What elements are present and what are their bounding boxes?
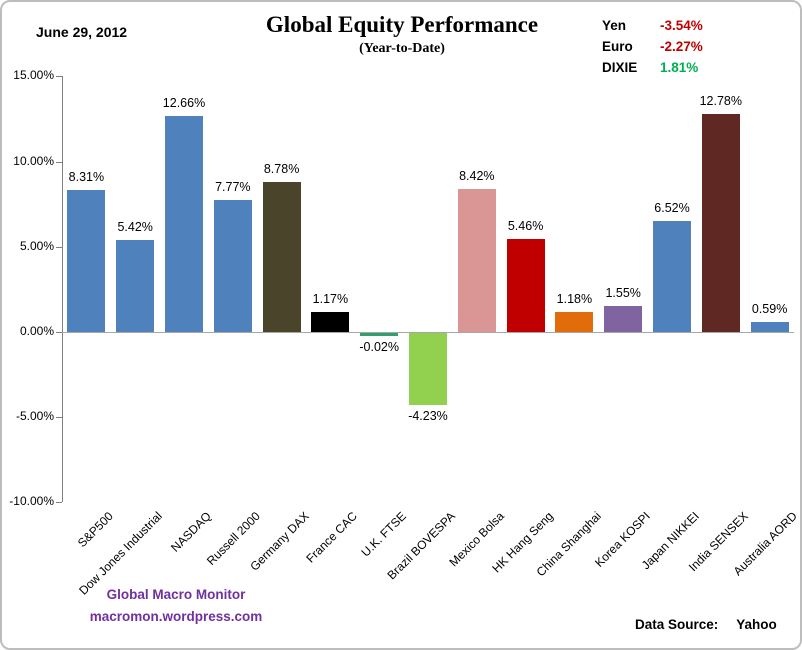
bar-value-label: 12.78% [699,94,742,109]
y-tick-mark [56,332,62,333]
data-source-value: Yahoo [736,617,777,632]
title-block: Global Equity Performance (Year-to-Date) [202,12,602,57]
legend-value: 1.81% [660,60,699,75]
legend-row: DIXIE 1.81% [602,57,720,78]
y-tick-mark [56,76,62,78]
bar-value-label: 1.17% [312,292,349,307]
legend-value: -2.27% [660,39,703,54]
data-source: Data Source: Yahoo [635,617,777,632]
legend-label: DIXIE [602,60,638,75]
chart-bar [67,190,106,332]
chart-bar [262,182,301,332]
y-tick-label: 0.00% [19,324,54,338]
chart-bar [165,116,203,332]
y-tick-label: 15.00% [13,68,54,83]
y-tick-label: 5.00% [19,238,54,253]
chart-bar [360,333,399,336]
chart-bar [604,305,643,332]
bar-value-label: 5.42% [117,219,153,234]
chart-bar [116,239,155,332]
bar-value-label: 5.46% [507,218,544,233]
chart-bar [213,199,252,332]
bar-value-label: -4.23% [408,409,448,424]
y-tick-mark [56,417,62,419]
y-tick-mark [56,502,62,504]
bar-value-label: 1.55% [605,285,641,300]
chart-subtitle: (Year-to-Date) [359,41,445,56]
y-tick-label: 10.00% [13,153,54,168]
y-tick-mark [56,246,62,248]
legend-row: Yen -3.54% [602,15,720,36]
site-name: Global Macro Monitor [106,587,246,602]
currency-legend: Yen -3.54% Euro -2.27% DIXIE 1.81% [602,15,720,78]
bar-value-label: 8.42% [459,168,495,183]
y-tick-mark [56,161,62,163]
bar-value-label: 12.66% [162,96,206,111]
date-label: June 29, 2012 [36,24,128,40]
chart-bar [506,238,545,332]
legend-label: Euro [602,39,633,54]
site-url: macromon.wordpress.com [89,609,263,624]
legend-label: Yen [602,18,627,33]
bar-value-label: 1.18% [556,291,593,306]
bar-value-label: 7.77% [215,179,251,194]
y-axis-line [62,76,63,502]
chart-bar [409,333,447,406]
bar-value-label: 8.31% [68,170,105,185]
bar-value-label: 6.52% [654,200,690,215]
chart-bar [311,312,350,332]
legend-value: -3.54% [660,18,703,33]
chart-title: Global Equity Performance [265,12,539,37]
y-tick-label: -10.00% [9,494,54,509]
bar-value-label: -0.02% [359,340,399,354]
chart-bar [701,114,740,332]
bar-value-label: 8.78% [263,162,300,177]
chart-bar [750,321,789,332]
y-tick-label: -5.00% [15,409,54,424]
chart-bar [457,188,496,332]
zero-baseline [62,332,794,333]
footer-site: Global Macro Monitor macromon.wordpress.… [60,584,292,628]
chart-bar [653,220,691,332]
legend-row: Euro -2.27% [602,36,720,57]
bar-value-label: 0.59% [751,301,788,316]
data-source-label: Data Source: [635,617,719,632]
chart-bar [555,311,594,332]
